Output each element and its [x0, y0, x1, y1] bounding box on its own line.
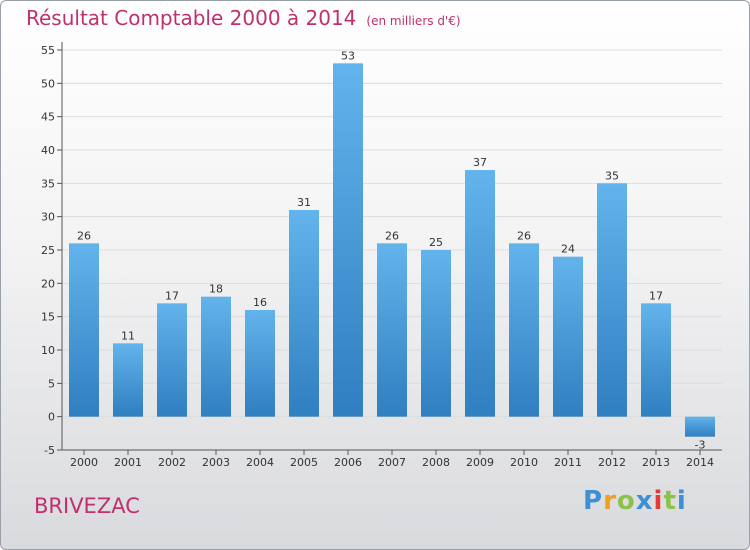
y-tick-label: 35: [41, 177, 55, 190]
data-label: 26: [385, 229, 399, 242]
bar: [157, 303, 187, 417]
logo-letter: o: [616, 486, 636, 516]
x-tick-label: 2013: [642, 456, 670, 469]
data-label: 11: [121, 329, 135, 342]
y-tick-label: 5: [48, 377, 55, 390]
data-label: 17: [165, 289, 179, 302]
data-label: 26: [517, 229, 531, 242]
x-tick-label: 2006: [334, 456, 362, 469]
chart-subtitle: (en milliers d'€): [366, 14, 461, 28]
bar: [245, 310, 275, 417]
data-label: 18: [209, 283, 223, 296]
data-label: 53: [341, 49, 355, 62]
x-tick-label: 2010: [510, 456, 538, 469]
logo-letter: i: [653, 486, 664, 516]
bar: [509, 243, 539, 417]
data-label: 31: [297, 196, 311, 209]
bar: [685, 416, 715, 437]
logo-letter: t: [663, 486, 677, 516]
data-label: 17: [649, 289, 663, 302]
data-label: 24: [561, 243, 575, 256]
bar: [597, 183, 627, 417]
bar: [641, 303, 671, 417]
y-tick-label: -5: [44, 444, 55, 457]
proxiti-logo: Proxiti: [583, 486, 687, 516]
bar: [289, 210, 319, 417]
y-tick-label: 40: [41, 144, 55, 157]
x-tick-label: 2000: [70, 456, 98, 469]
x-tick-label: 2007: [378, 456, 406, 469]
x-tick-label: 2003: [202, 456, 230, 469]
x-tick-label: 2008: [422, 456, 450, 469]
bar: [377, 243, 407, 417]
data-label: 25: [429, 236, 443, 249]
y-tick-label: 50: [41, 77, 55, 90]
x-tick-label: 2004: [246, 456, 274, 469]
bar: [333, 63, 363, 417]
data-label: 16: [253, 296, 267, 309]
x-tick-label: 2011: [554, 456, 582, 469]
x-tick-label: 2009: [466, 456, 494, 469]
title-text: Résultat Comptable 2000 à 2014: [26, 6, 357, 30]
data-label: -3: [695, 439, 706, 452]
y-tick-label: 45: [41, 111, 55, 124]
x-tick-label: 2012: [598, 456, 626, 469]
data-label: 26: [77, 229, 91, 242]
y-tick-label: 25: [41, 244, 55, 257]
bar: [465, 170, 495, 417]
y-tick-label: 15: [41, 311, 55, 324]
logo-letter: P: [583, 486, 604, 516]
y-tick-label: 30: [41, 211, 55, 224]
y-tick-label: 20: [41, 277, 55, 290]
x-tick-label: 2005: [290, 456, 318, 469]
y-tick-label: 55: [41, 44, 55, 57]
chart-title: Résultat Comptable 2000 à 2014 (en millie…: [26, 6, 461, 30]
data-label: 35: [605, 169, 619, 182]
logo-letter: r: [603, 486, 617, 516]
x-tick-label: 2014: [686, 456, 714, 469]
logo-letter: x: [635, 486, 654, 516]
bar: [553, 256, 583, 417]
bar: [113, 343, 143, 417]
logo-letter: i: [676, 486, 687, 516]
y-tick-label: 10: [41, 344, 55, 357]
bar: [421, 250, 451, 417]
bar: [69, 243, 99, 417]
x-tick-label: 2001: [114, 456, 142, 469]
y-tick-label: 0: [48, 411, 55, 424]
bar: [201, 296, 231, 417]
x-tick-label: 2002: [158, 456, 186, 469]
data-label: 37: [473, 156, 487, 169]
commune-name: BRIVEZAC: [34, 494, 140, 518]
